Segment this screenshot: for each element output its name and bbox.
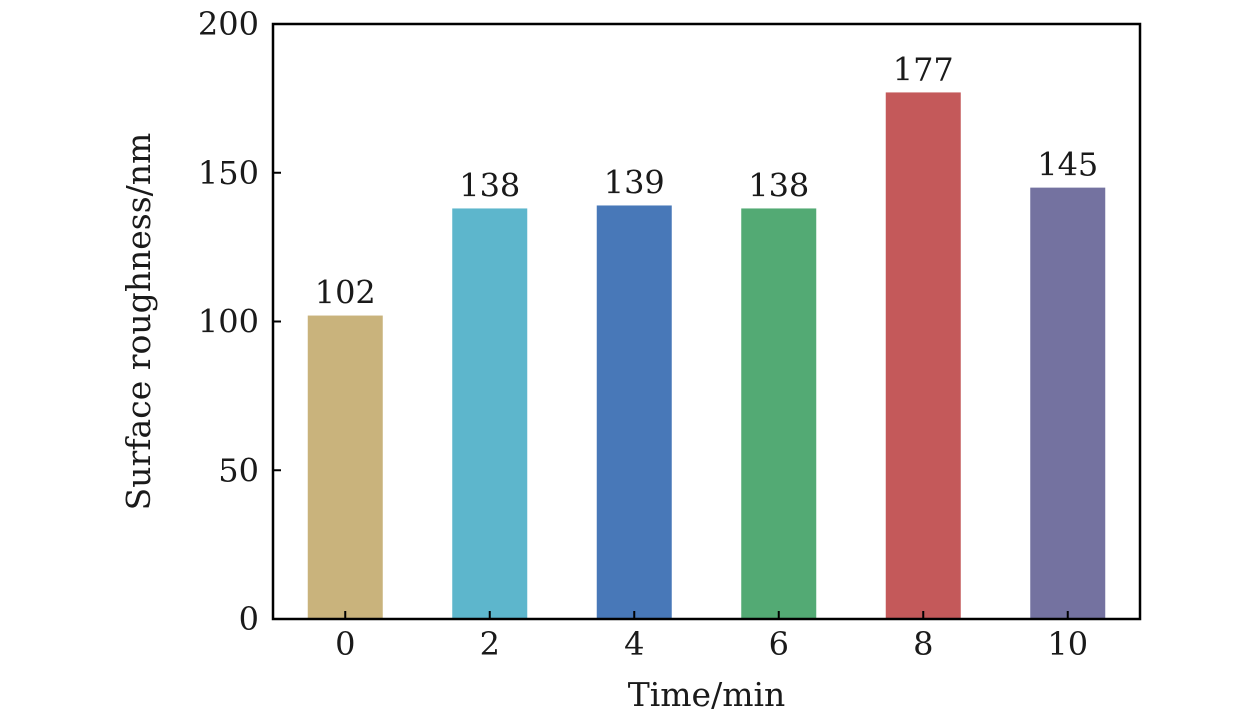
bar-0 [307,315,383,619]
y-tick-label-100: 100 [198,303,259,341]
bar-4 [596,205,672,619]
data-label-2: 138 [459,166,520,204]
data-label-0: 102 [315,274,376,312]
x-tick-label-4: 4 [624,625,644,663]
data-label-10: 145 [1037,146,1098,184]
bar-8 [885,92,961,620]
bar-6 [741,208,817,619]
y-tick-label-150: 150 [198,154,259,192]
x-tick-label-10: 10 [1047,625,1088,663]
plot-frame [271,22,1142,621]
y-tick-label-50: 50 [218,451,259,489]
bars-group [307,92,1106,620]
y-tick-label-0: 0 [239,600,259,638]
data-label-4: 139 [604,163,665,201]
data-label-6: 138 [748,166,809,204]
bar-2 [452,208,528,619]
x-axis-title: Time/min [628,675,786,714]
y-axis-title: Surface roughness/nm [119,133,158,511]
y-tick-label-200: 200 [198,5,259,43]
data-label-8: 177 [893,50,954,88]
x-tick-label-2: 2 [480,625,500,663]
value-labels-group: 102 138 139 138 177 145 [315,50,1099,311]
y-axis-ticks: 0 50 100 150 200 [198,5,281,638]
bar-10 [1030,187,1106,619]
x-tick-label-0: 0 [335,625,355,663]
x-tick-label-6: 6 [769,625,789,663]
x-tick-label-8: 8 [913,625,933,663]
x-axis-ticks: 0 2 4 6 8 10 [335,611,1088,663]
